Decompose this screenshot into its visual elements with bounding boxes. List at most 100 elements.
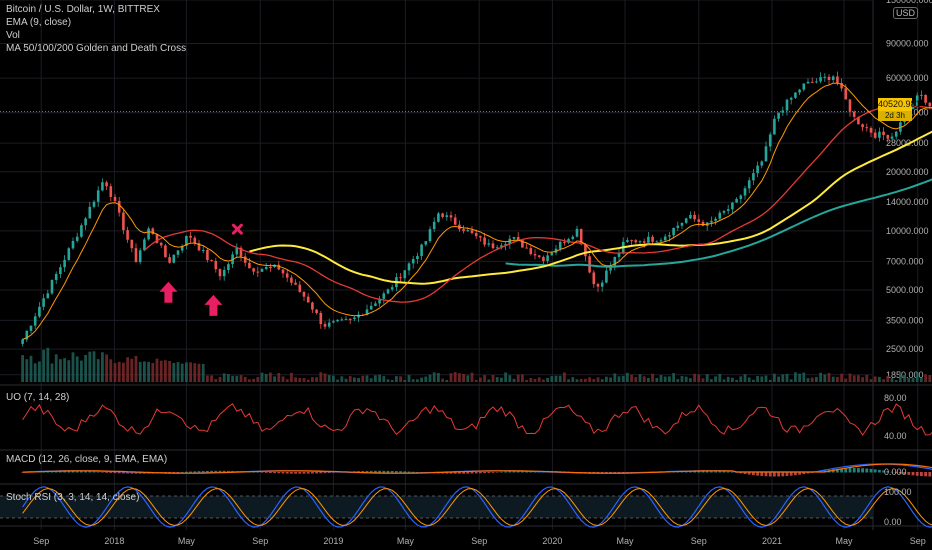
grid <box>0 0 932 530</box>
macd-hist-bar <box>399 471 402 473</box>
volume-bar <box>655 377 659 382</box>
volume-bar <box>626 372 629 382</box>
price-tick-label: 5000.000 <box>886 285 924 295</box>
ma-legend: MA 50/100/200 Golden and Death Cross <box>6 43 187 54</box>
volume-bar <box>369 378 373 382</box>
macd-hist-bar <box>798 472 801 475</box>
candle-body <box>290 277 293 283</box>
candle-body <box>831 76 835 81</box>
candle-body <box>164 245 167 258</box>
buy-arrow-icon <box>204 294 223 316</box>
volume-bar <box>277 373 281 382</box>
candle-body <box>33 316 37 326</box>
candle-body <box>84 218 87 226</box>
macd-hist-bar <box>861 468 864 473</box>
volume-bar <box>504 372 507 382</box>
volume-bar <box>231 375 234 382</box>
macd-hist-bar <box>739 472 743 474</box>
macd-hist-bar <box>315 472 318 474</box>
candle-body <box>466 230 470 232</box>
macd-hist-bar <box>764 472 768 477</box>
volume-bar <box>432 372 436 382</box>
macd-hist-bar <box>386 470 390 473</box>
candle-body <box>815 81 818 83</box>
candle-body <box>777 112 780 119</box>
volume-bar <box>773 373 776 382</box>
macd-hist-bar <box>726 471 730 473</box>
candle-body <box>92 201 96 207</box>
volume-bar <box>84 354 87 382</box>
volume-bar <box>294 377 297 382</box>
macd-hist-bar <box>197 471 201 473</box>
volume-bar <box>894 379 898 382</box>
macd-hist-bar <box>382 470 386 473</box>
volume-bar <box>361 375 365 382</box>
candle-body <box>924 94 927 103</box>
macd-hist-bar <box>903 472 906 475</box>
volume-bar <box>248 379 251 382</box>
macd-hist-bar <box>781 472 785 477</box>
volume-bar <box>483 375 486 382</box>
candle-body <box>437 213 440 222</box>
volume-bar <box>239 375 243 382</box>
candle-body <box>159 242 163 246</box>
volume-bar <box>306 379 310 382</box>
volume-bar <box>588 377 591 382</box>
macd-hist-bar <box>109 472 113 473</box>
volume-bar <box>617 376 621 382</box>
macd-hist-bar <box>298 472 302 474</box>
volume-bar <box>819 372 822 382</box>
time-tick-label: May <box>616 536 634 546</box>
volume-bar <box>458 373 461 382</box>
macd-hist-bar <box>176 472 180 473</box>
candle-body <box>722 211 726 213</box>
volume-bar <box>537 377 541 382</box>
volume-bar <box>558 375 562 382</box>
volume-bar <box>701 378 705 382</box>
candle-body <box>710 220 713 223</box>
volume-bar <box>743 374 747 382</box>
volume-bar <box>710 379 713 382</box>
candle-body <box>264 266 268 270</box>
volume-bar <box>596 377 600 382</box>
macd-hist-bar <box>67 470 71 473</box>
candle-body <box>836 76 839 84</box>
volume-bar <box>651 373 654 382</box>
macd-hist-bar <box>466 472 470 474</box>
candle-body <box>584 244 587 257</box>
candle-body <box>840 83 843 89</box>
candle-body <box>609 265 612 271</box>
volume-bar <box>542 379 545 382</box>
candle-body <box>71 240 75 249</box>
macd-hist-bar <box>487 472 491 473</box>
macd-hist-bar <box>277 472 281 474</box>
volume-bar <box>214 379 218 382</box>
price-tick-label: 60000.000 <box>886 73 929 83</box>
candle-body <box>269 266 272 268</box>
volume-bar <box>642 376 646 382</box>
volume-bar <box>760 376 764 382</box>
macd-hist-bar <box>101 472 104 473</box>
macd-hist-bar <box>105 472 108 473</box>
volume-bar <box>38 361 41 382</box>
candle-body <box>138 250 142 263</box>
macd-hist-bar <box>302 472 306 474</box>
time-tick-label: 2020 <box>542 536 562 546</box>
volume-bar <box>873 376 877 382</box>
volume-bar <box>378 374 381 382</box>
volume-bar <box>151 362 155 382</box>
candle-body <box>714 218 717 221</box>
volume-bar <box>290 372 293 382</box>
candle-body <box>113 196 117 201</box>
candle-body <box>50 279 54 294</box>
volume-bar <box>508 375 512 382</box>
volume-bar <box>176 362 180 382</box>
volume-bar <box>315 377 318 382</box>
currency-badge[interactable]: USD <box>893 7 919 19</box>
macd-hist-bar <box>802 472 806 475</box>
stoch-title: Stoch RSI (3, 3, 14, 14, close) <box>6 492 140 503</box>
candle-body <box>189 235 192 238</box>
volume-bar <box>491 374 495 382</box>
volume-bar <box>332 375 335 382</box>
